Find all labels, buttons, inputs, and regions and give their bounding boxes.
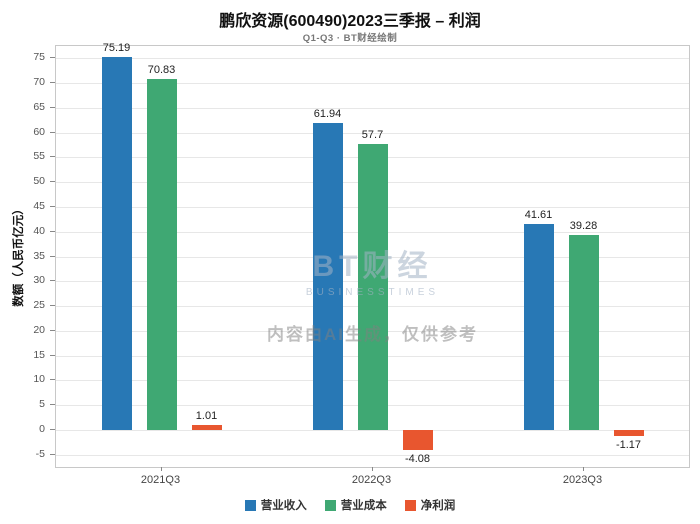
value-label: 75.19 — [102, 42, 131, 55]
value-label: 1.01 — [195, 409, 218, 422]
y-tick-label: 35 — [33, 249, 45, 262]
bar-营业成本 — [568, 235, 599, 430]
legend-item: 营业收入 — [244, 497, 307, 513]
gridline — [56, 429, 689, 431]
y-tick-mark — [50, 205, 55, 207]
y-tick-label: 15 — [33, 348, 45, 361]
y-tick-mark — [50, 305, 55, 307]
bar-营业收入 — [101, 57, 132, 430]
legend-label: 营业收入 — [260, 500, 307, 512]
bar-营业成本 — [357, 144, 388, 430]
y-tick-mark — [50, 156, 55, 158]
y-tick-label: 50 — [33, 175, 45, 188]
chart-title: 鹏欣资源(600490)2023三季报 – 利润 — [219, 13, 481, 30]
y-tick-label: 0 — [39, 422, 45, 435]
value-label: -1.17 — [615, 438, 642, 451]
y-tick-label: 25 — [33, 299, 45, 312]
bar-净利润 — [613, 429, 644, 436]
y-tick-label: 20 — [33, 323, 45, 336]
legend-item: 营业成本 — [324, 497, 387, 513]
value-label: 61.94 — [313, 108, 342, 121]
y-tick-mark — [50, 453, 55, 455]
y-tick-label: 40 — [33, 224, 45, 237]
bar-净利润 — [191, 424, 222, 430]
y-tick-label: 65 — [33, 100, 45, 113]
y-axis: -5 0 5 10 15 20 25 30 35 40 45 50 55 60 65 70 75 — [0, 45, 55, 466]
y-tick-mark — [50, 131, 55, 133]
y-tick-mark — [50, 255, 55, 257]
bar-营业收入 — [312, 123, 343, 430]
y-tick-mark — [50, 428, 55, 430]
legend-swatch — [404, 499, 416, 511]
legend-swatch — [324, 499, 336, 511]
legend-label: 净利润 — [420, 500, 456, 512]
x-tick-mark — [582, 467, 584, 471]
gridline — [56, 132, 689, 134]
y-tick-mark — [50, 354, 55, 356]
x-tick-mark — [371, 467, 373, 471]
x-tick-label: 2023Q3 — [562, 474, 603, 486]
y-tick-mark — [50, 379, 55, 381]
value-label: 39.28 — [569, 220, 598, 233]
y-tick-label: 55 — [33, 150, 45, 163]
bar-营业收入 — [523, 223, 554, 430]
legend-label: 营业成本 — [340, 500, 387, 512]
value-label: 57.7 — [361, 129, 384, 142]
gridline — [56, 454, 689, 456]
y-tick-mark — [50, 106, 55, 108]
y-tick-mark — [50, 329, 55, 331]
y-tick-mark — [50, 280, 55, 282]
x-tick-mark — [160, 467, 162, 471]
plot-area: BT财经 BUSINESSTIMES 内容由AI生成，仅供参考 75.19 70.… — [55, 42, 690, 468]
x-axis: 2021Q3 2022Q3 2023Q3 — [55, 467, 688, 487]
value-label: -4.08 — [404, 453, 431, 466]
gridline — [56, 58, 689, 60]
legend: 营业收入 营业成本 净利润 — [0, 497, 700, 513]
gridline — [56, 83, 689, 85]
legend-item: 净利润 — [404, 497, 456, 513]
legend-swatch — [244, 499, 256, 511]
y-tick-label: 60 — [33, 125, 45, 138]
y-tick-label: 75 — [33, 51, 45, 64]
y-tick-label: 10 — [33, 373, 45, 386]
y-tick-mark — [50, 230, 55, 232]
gridline — [56, 107, 689, 109]
y-tick-mark — [50, 82, 55, 84]
x-tick-label: 2021Q3 — [140, 474, 181, 486]
y-tick-mark — [50, 181, 55, 183]
y-tick-mark — [50, 404, 55, 406]
y-tick-mark — [50, 57, 55, 59]
y-tick-label: 30 — [33, 274, 45, 287]
bar-净利润 — [402, 429, 433, 451]
y-tick-label: 70 — [33, 76, 45, 89]
value-label: 41.61 — [524, 208, 553, 221]
value-label: 70.83 — [147, 64, 176, 77]
x-tick-label: 2022Q3 — [351, 474, 392, 486]
bar-营业成本 — [146, 79, 177, 430]
y-tick-label: 5 — [39, 398, 45, 411]
y-tick-label: 45 — [33, 199, 45, 212]
y-tick-label: -5 — [35, 447, 45, 460]
chart-subtitle: Q1-Q3 · BT财经绘制 — [302, 33, 398, 44]
